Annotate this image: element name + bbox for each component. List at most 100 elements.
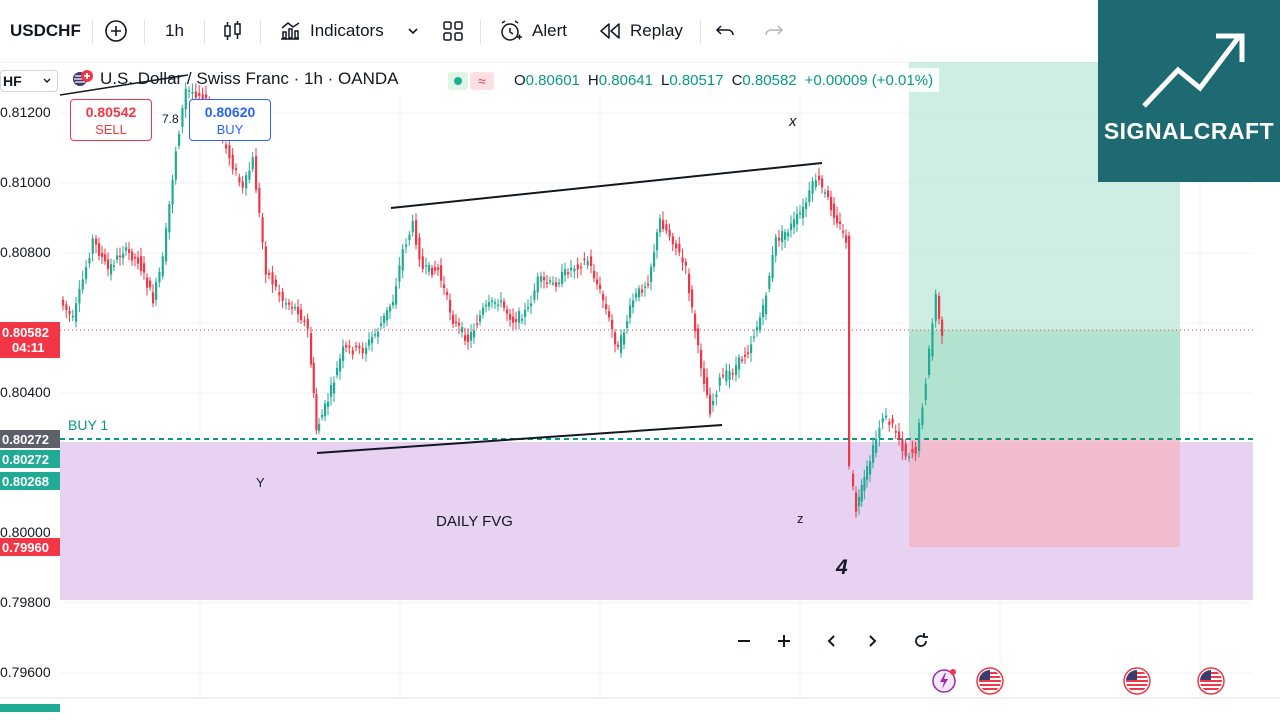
candle-body (248, 170, 251, 180)
buy-line-tag: 0.80272 (0, 430, 60, 448)
candle-body (479, 315, 482, 322)
candle-body (872, 445, 875, 463)
candle-body (85, 267, 88, 280)
candle-body (310, 333, 313, 365)
channel-bottom-line[interactable] (316, 424, 723, 454)
candle-body (778, 237, 781, 241)
zoom-in-button[interactable] (770, 627, 798, 655)
us-flag-event-icon[interactable] (975, 666, 1005, 696)
candle-body (836, 215, 839, 224)
candle-body (194, 91, 197, 98)
add-symbol-button[interactable] (104, 14, 128, 48)
candle-body (712, 400, 715, 406)
market-open-indicator (448, 72, 468, 90)
candle-body (881, 418, 884, 423)
candle-body (198, 92, 201, 97)
candle-body (741, 359, 744, 361)
scroll-left-button[interactable] (818, 627, 846, 655)
candle-body (503, 301, 506, 308)
point-y-label: Y (256, 475, 265, 490)
candle-body (119, 255, 122, 258)
candle-body (756, 326, 759, 331)
price-axis-label: 0.81200 (0, 104, 51, 120)
candle-body (168, 204, 171, 233)
scroll-right-button[interactable] (858, 627, 886, 655)
alert-button[interactable]: Alert (498, 14, 567, 48)
symbol-search[interactable]: USDCHF (10, 14, 81, 48)
trend-line-top-left[interactable] (59, 74, 189, 96)
candle-body (437, 267, 440, 270)
candle-body (641, 289, 644, 293)
us-flag-event-icon[interactable] (1122, 666, 1152, 696)
trend-arrow-icon (1142, 33, 1245, 108)
candle-body (768, 275, 771, 290)
symbol-selector[interactable]: HF (0, 70, 58, 92)
candle-body (821, 178, 824, 188)
candle-body (485, 304, 488, 307)
candle-body (901, 438, 904, 452)
us-flag-event-icon[interactable] (1196, 666, 1226, 696)
candle-body (590, 256, 593, 266)
replay-button[interactable]: Replay (598, 14, 683, 48)
timeframe-button[interactable]: 1h (165, 14, 184, 48)
candle-body (824, 192, 827, 194)
candle-body (818, 175, 821, 181)
undo-button[interactable] (715, 14, 737, 48)
zoom-out-button[interactable] (730, 627, 758, 655)
point-x-label: x (789, 113, 797, 130)
candle-body (709, 394, 712, 415)
candle-body (750, 344, 753, 354)
sell-label: SELL (95, 122, 127, 137)
indicators-button[interactable]: Indicators (278, 14, 384, 48)
candle-body (561, 271, 564, 284)
candle-body (814, 180, 817, 187)
candle-body (383, 315, 386, 323)
chart-type-button[interactable] (222, 14, 244, 48)
top-toolbar: USDCHF 1h Indicators Alert Replay (0, 0, 1100, 62)
indicators-dropdown[interactable] (406, 14, 420, 48)
candle-body (855, 492, 858, 512)
candle-body (747, 352, 750, 355)
redo-icon (765, 25, 784, 36)
candle-body (380, 323, 383, 327)
lightning-event-icon[interactable] (930, 667, 958, 695)
candle-body (392, 302, 395, 306)
candle-body (225, 144, 228, 149)
candle-body (143, 263, 146, 273)
candle-body (543, 277, 546, 281)
candle-body (75, 303, 78, 322)
point-z-label: z (797, 511, 804, 526)
candle-body (358, 346, 361, 349)
buy-button[interactable]: 0.80620 BUY (189, 99, 271, 141)
symbol-short-label: HF (3, 73, 22, 89)
candle-body (158, 271, 161, 283)
candle-body (650, 266, 653, 283)
rewind-icon (600, 23, 620, 39)
candle-body (931, 323, 934, 357)
sell-button[interactable]: 0.80542 SELL (70, 99, 152, 141)
channel-top-line[interactable] (390, 162, 823, 209)
candle-body (201, 94, 204, 100)
candle-body (377, 331, 380, 337)
candle-body (518, 311, 521, 323)
candle-body (694, 313, 697, 332)
candle-body (684, 261, 687, 266)
reset-chart-button[interactable] (907, 627, 935, 655)
candle-body (315, 394, 318, 431)
buy-label: BUY (216, 122, 244, 137)
layouts-button[interactable] (441, 14, 465, 48)
candle-body (728, 371, 731, 380)
data-delay-icon: ≈ (470, 72, 494, 90)
redo-button[interactable] (762, 14, 784, 48)
candle-body (449, 300, 452, 313)
candle-body (365, 347, 368, 354)
symbol-title: U.S. Dollar / Swiss Franc · 1h · OANDA (100, 69, 399, 88)
candle-body (303, 320, 306, 323)
plus-icon (778, 635, 790, 647)
candle-body (722, 375, 725, 377)
candle-body (274, 279, 277, 287)
chart-title[interactable]: U.S. Dollar / Swiss Franc · 1h · OANDA (72, 68, 399, 90)
candle-body (131, 251, 134, 261)
candles-icon (224, 21, 241, 40)
